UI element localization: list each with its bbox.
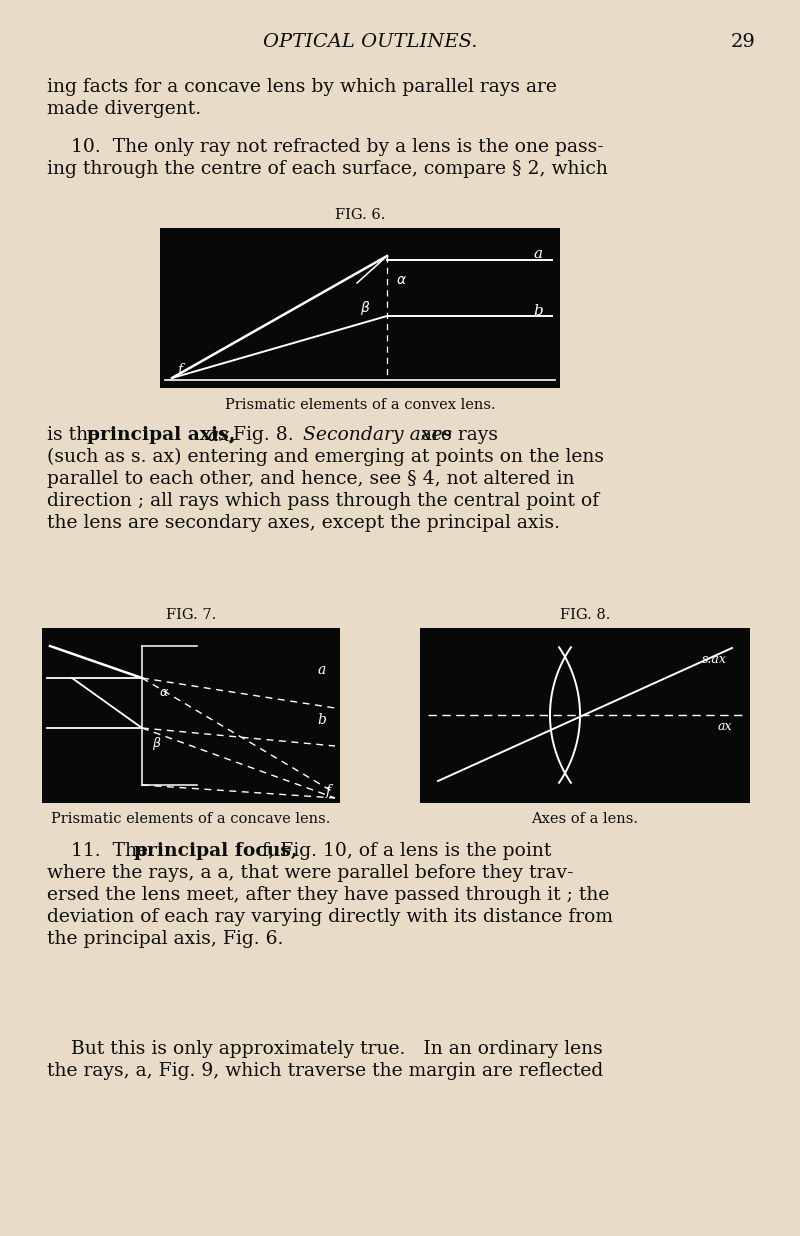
Text: $\alpha$: $\alpha$	[395, 273, 406, 287]
Text: FIG. 7.: FIG. 7.	[166, 608, 216, 622]
Text: ax,: ax,	[202, 426, 236, 444]
Bar	[420, 628, 750, 803]
Text: deviation of each ray varying directly with its distance from: deviation of each ray varying directly w…	[47, 908, 613, 926]
Text: f: f	[178, 363, 182, 377]
Text: Fig. 8.: Fig. 8.	[227, 426, 294, 444]
Text: principal focus,: principal focus,	[134, 842, 298, 860]
Text: s.ax: s.ax	[702, 653, 727, 666]
Text: a: a	[318, 662, 326, 677]
Text: FIG. 6.: FIG. 6.	[335, 208, 385, 222]
Text: But this is only approximately true.   In an ordinary lens: But this is only approximately true. In …	[47, 1039, 602, 1058]
Text: Prismatic elements of a concave lens.: Prismatic elements of a concave lens.	[51, 812, 330, 826]
Text: Prismatic elements of a convex lens.: Prismatic elements of a convex lens.	[225, 398, 495, 412]
Text: 11.  The: 11. The	[47, 842, 154, 860]
Text: 10.  The only ray not refracted by a lens is the one pass-: 10. The only ray not refracted by a lens…	[47, 138, 604, 156]
Bar	[160, 227, 560, 388]
Text: (such as s. ax) entering and emerging at points on the lens: (such as s. ax) entering and emerging at…	[47, 447, 604, 466]
Text: ing through the centre of each surface, compare § 2, which: ing through the centre of each surface, …	[47, 159, 608, 178]
Text: ax: ax	[718, 721, 732, 733]
Text: is the: is the	[47, 426, 105, 444]
Text: b: b	[533, 304, 543, 318]
Text: f: f	[326, 784, 330, 798]
Text: principal axis,: principal axis,	[87, 426, 235, 444]
Text: $\beta$: $\beta$	[152, 734, 162, 751]
Text: the rays, a, Fig. 9, which traverse the margin are reflected: the rays, a, Fig. 9, which traverse the …	[47, 1062, 603, 1080]
Text: Axes of a lens.: Axes of a lens.	[531, 812, 638, 826]
Text: ersed the lens meet, after they have passed through it ; the: ersed the lens meet, after they have pas…	[47, 886, 610, 904]
Text: direction ; all rays which pass through the central point of: direction ; all rays which pass through …	[47, 492, 599, 510]
Text: Secondary axes: Secondary axes	[285, 426, 452, 444]
Text: made divergent.: made divergent.	[47, 100, 201, 117]
Text: parallel to each other, and hence, see § 4, not altered in: parallel to each other, and hence, see §…	[47, 470, 574, 488]
Text: b: b	[318, 713, 326, 727]
Text: 29: 29	[730, 33, 755, 51]
Text: the principal axis, Fig. 6.: the principal axis, Fig. 6.	[47, 929, 283, 948]
Bar	[42, 628, 340, 803]
Text: OPTICAL OUTLINES.: OPTICAL OUTLINES.	[262, 33, 478, 51]
Text: a: a	[534, 247, 542, 261]
Text: where the rays, a a, that were parallel before they trav-: where the rays, a a, that were parallel …	[47, 864, 574, 883]
Text: $\beta$: $\beta$	[360, 299, 370, 316]
Text: are rays: are rays	[415, 426, 498, 444]
Text: the lens are secondary axes, except the principal axis.: the lens are secondary axes, except the …	[47, 514, 560, 531]
Text: ing facts for a concave lens by which parallel rays are: ing facts for a concave lens by which pa…	[47, 78, 557, 96]
Text: f, Fig. 10, of a lens is the point: f, Fig. 10, of a lens is the point	[256, 842, 551, 860]
Text: FIG. 8.: FIG. 8.	[560, 608, 610, 622]
Text: $\alpha$: $\alpha$	[159, 686, 169, 700]
